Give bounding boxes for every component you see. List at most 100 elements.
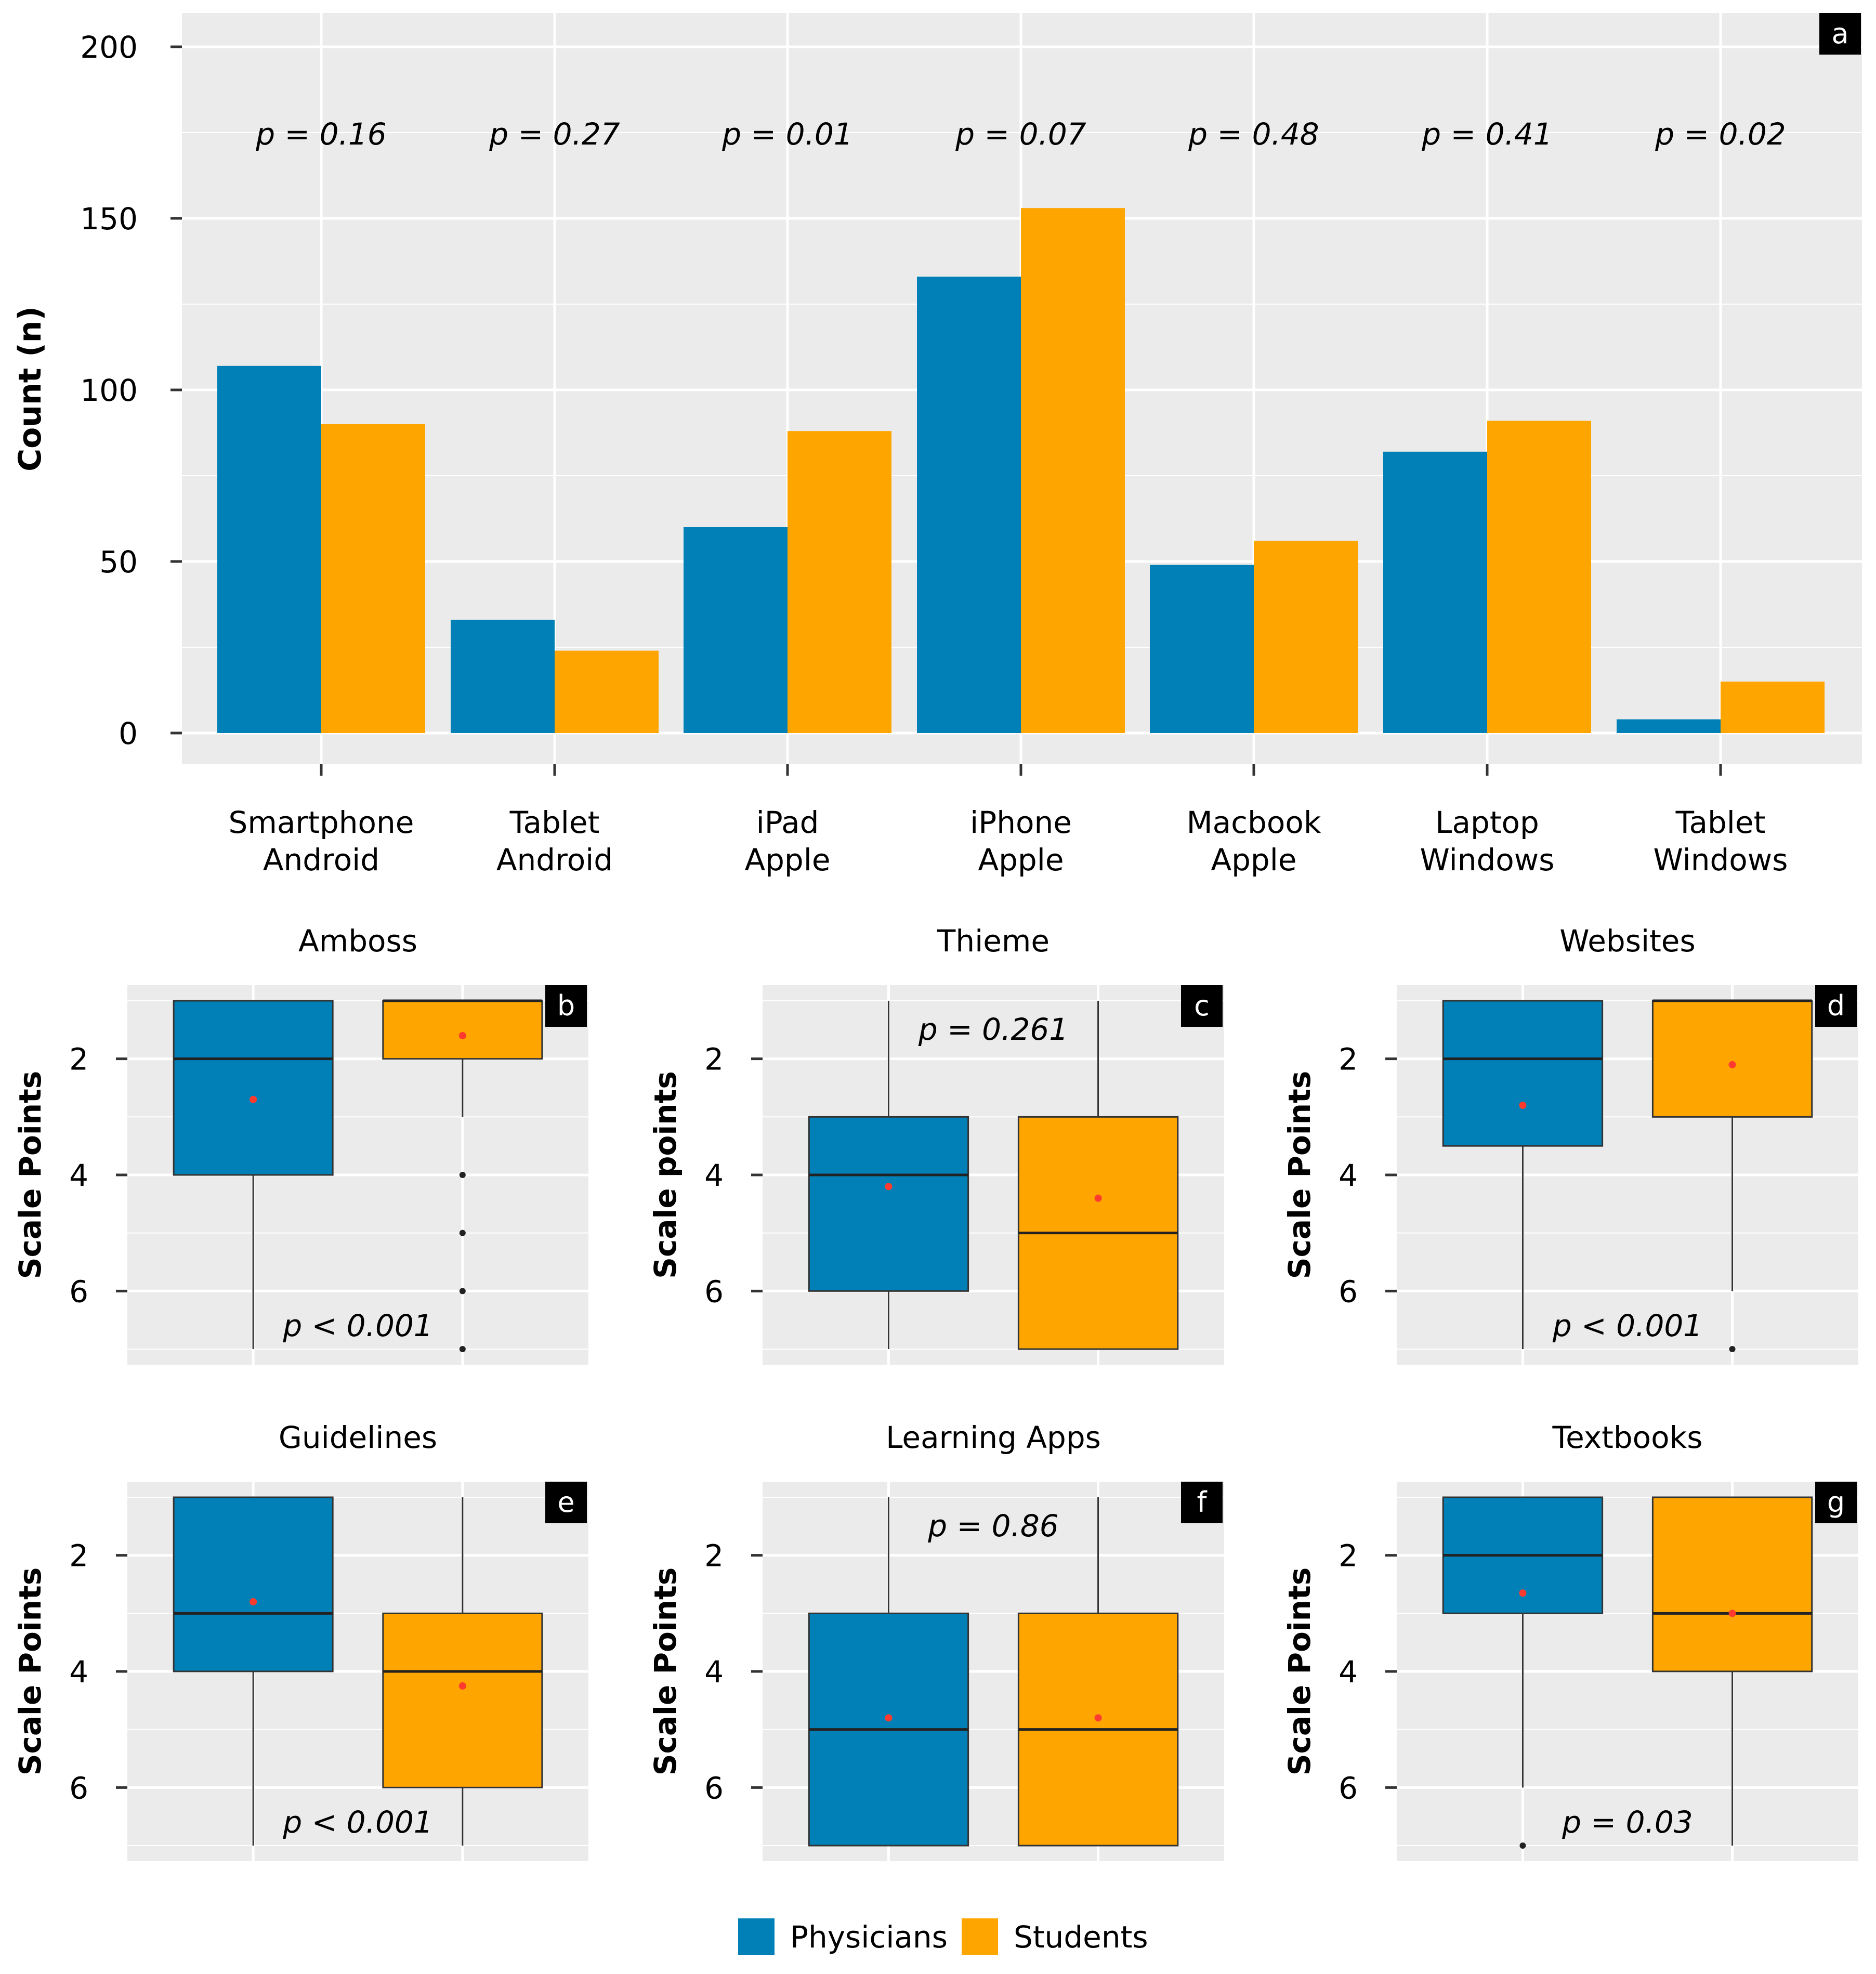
p-value-annotation: p = 0.261 (918, 1012, 1068, 1047)
bar-students-5 (1487, 421, 1591, 733)
panel-tag-box (1181, 985, 1223, 1027)
mean-point-students (1094, 1194, 1102, 1202)
panel-title: Textbooks (1552, 1420, 1703, 1455)
y-axis-title: Count (n) (12, 306, 48, 472)
bar-physicians-4 (1150, 565, 1254, 733)
box-plot-c: 2 4 6 Thieme p = 0.261 Scale points c (648, 923, 1224, 1365)
bar-physicians-3 (917, 277, 1021, 733)
panel-title: Learning Apps (886, 1420, 1101, 1455)
y-tick-label: 6 (1339, 1770, 1358, 1806)
box-students (382, 1000, 543, 1060)
outlier-point (1729, 1346, 1736, 1352)
bar-students-6 (1721, 682, 1825, 733)
y-tick-label: 2 (704, 1042, 724, 1077)
panel-tag-letter: c (1194, 989, 1210, 1022)
panel-tag-box (545, 1482, 587, 1523)
x-tick-label-line1: Macbook (1187, 805, 1321, 840)
y-tick-label: 4 (704, 1654, 724, 1690)
y-axis-title: Scale points (648, 1071, 683, 1279)
x-tick-label-line2: Apple (978, 842, 1064, 878)
y-tick-label: 6 (1339, 1274, 1358, 1309)
panel-tag-letter: b (557, 989, 575, 1022)
bar-students-1 (555, 650, 659, 733)
x-tick-label-line2: Windows (1654, 842, 1788, 878)
panel-tag-letter: d (1827, 989, 1845, 1022)
x-tick-label-line2: Android (263, 842, 379, 878)
panel-title: Guidelines (279, 1420, 437, 1455)
y-tick-label: 100 (80, 373, 138, 408)
panel-title: Thieme (937, 923, 1049, 959)
y-axis-title: Scale Points (648, 1567, 683, 1775)
legend: Physicians Students (738, 1918, 1148, 1955)
box-physicians (808, 1116, 969, 1292)
bar-physicians-5 (1383, 451, 1487, 733)
p-value-annotation: p = 0.48 (1188, 116, 1319, 152)
p-value-annotation: p = 0.86 (927, 1508, 1058, 1544)
outlier-point (459, 1172, 466, 1178)
bar-students-4 (1254, 541, 1358, 733)
legend-label-students: Students (1014, 1919, 1148, 1955)
bar-students-0 (321, 424, 425, 733)
y-axis-title: Scale Points (1282, 1567, 1317, 1775)
box-plot-g: 2 4 6 Textbooks p = 0.03 Scale Points g (1282, 1420, 1858, 1861)
bar-physicians-6 (1617, 719, 1721, 733)
bar-physicians-2 (684, 527, 788, 733)
x-tick-label-line1: iPhone (970, 805, 1072, 840)
x-tick-label-line2: Apple (744, 842, 830, 878)
x-tick-label-line2: Android (496, 842, 613, 878)
panel-tag-box (1815, 1482, 1857, 1523)
mean-point-physicians (1519, 1102, 1527, 1109)
bar-physicians-0 (217, 365, 321, 733)
outlier-point (1519, 1842, 1526, 1849)
box-physicians (1442, 1000, 1604, 1147)
p-value-annotation: p = 0.03 (1562, 1805, 1693, 1840)
outlier-point (459, 1288, 466, 1295)
x-tick-label-line1: Smartphone (229, 805, 414, 840)
y-axis-title: Scale Points (1282, 1071, 1317, 1279)
y-tick-label: 6 (704, 1770, 724, 1806)
box-physicians (173, 1496, 334, 1672)
outlier-point (459, 1346, 466, 1352)
mean-point-physicians (885, 1183, 893, 1191)
p-value-annotation: p < 0.001 (282, 1805, 432, 1840)
mean-point-students (1094, 1714, 1102, 1722)
p-value-annotation: p < 0.001 (282, 1308, 432, 1343)
panel-tag-box (545, 985, 587, 1027)
box-plot-b: 2 4 6 Amboss p < 0.001 Scale Points b (12, 923, 588, 1365)
panel-tag-letter: f (1197, 1486, 1208, 1519)
y-tick-label: 2 (1339, 1538, 1358, 1574)
panel-tag-letter: e (557, 1486, 574, 1519)
legend-label-physicians: Physicians (790, 1919, 948, 1955)
y-tick-label: 2 (69, 1042, 88, 1077)
p-value-annotation: p = 0.41 (1421, 116, 1552, 152)
box-students (382, 1612, 543, 1788)
mean-point-students (1728, 1610, 1736, 1617)
y-tick-label: 6 (69, 1770, 88, 1806)
outlier-point (459, 1230, 466, 1236)
p-value-annotation: p = 0.16 (255, 116, 386, 152)
y-tick-label: 4 (69, 1158, 88, 1193)
panel-tag-box (1819, 13, 1861, 55)
panel-tag-box (1181, 1482, 1223, 1523)
panel-tag-letter: a (1831, 17, 1848, 50)
y-tick-label: 2 (704, 1538, 724, 1574)
box-physicians (173, 1000, 334, 1176)
legend-swatch-students (962, 1918, 998, 1955)
box-students (1651, 1000, 1813, 1118)
mean-point-physicians (250, 1095, 257, 1103)
p-value-annotation: p = 0.01 (721, 116, 852, 152)
x-tick-label-line1: Tablet (1675, 805, 1766, 840)
y-tick-label: 6 (69, 1274, 88, 1309)
bar-students-3 (1021, 208, 1125, 733)
x-tick-label-line2: Windows (1420, 842, 1555, 878)
p-value-annotation: p = 0.27 (489, 116, 620, 152)
box-students (1651, 1496, 1813, 1672)
x-tick-label-line1: iPad (756, 805, 819, 840)
p-value-annotation: p = 0.07 (955, 116, 1086, 152)
bar-students-2 (788, 431, 891, 733)
panel-tag-letter: g (1827, 1486, 1845, 1519)
box-plot-e: 2 4 6 Guidelines p < 0.001 Scale Points e (12, 1420, 588, 1861)
bar-physicians-1 (451, 620, 555, 733)
